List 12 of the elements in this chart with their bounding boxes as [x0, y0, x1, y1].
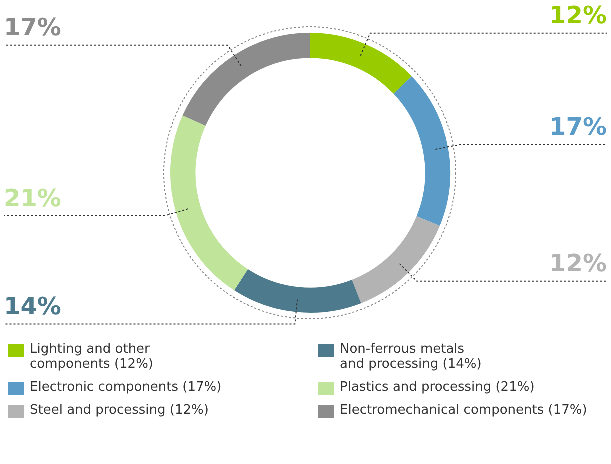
legend-label: Non-ferrous metals and processing (14%) [340, 342, 483, 372]
data-label: 17% [4, 14, 62, 42]
data-label: 12% [550, 250, 607, 278]
legend-label: Electronic components (17%) [30, 380, 222, 395]
legend-label: Steel and processing (12%) [30, 403, 209, 418]
data-label: 17% [550, 113, 607, 142]
data-label: 21% [4, 184, 62, 212]
legend-label: Electromechanical components (17%) [340, 403, 588, 418]
legend-label: Plastics and processing (21%) [340, 380, 535, 395]
data-label: 12% [550, 2, 607, 30]
legend-label: Lighting and other components (12%) [30, 342, 154, 372]
data-label: 14% [4, 292, 62, 320]
